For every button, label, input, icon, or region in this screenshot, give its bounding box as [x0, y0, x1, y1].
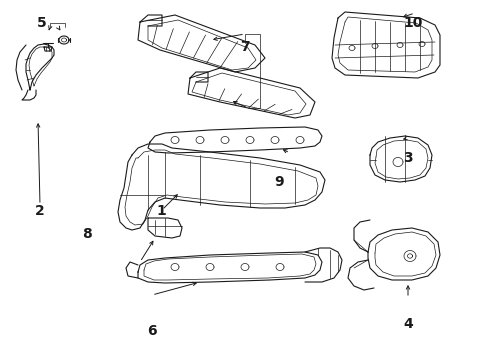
Text: 4: 4: [403, 317, 412, 331]
Text: 3: 3: [403, 152, 412, 165]
Text: 7: 7: [239, 40, 249, 54]
Text: 2: 2: [35, 204, 45, 217]
Text: 1: 1: [156, 204, 166, 217]
Text: 10: 10: [403, 17, 422, 30]
Text: 8: 8: [82, 227, 92, 241]
Text: 5: 5: [37, 17, 46, 30]
Text: 6: 6: [146, 324, 156, 338]
Text: 9: 9: [273, 175, 283, 189]
